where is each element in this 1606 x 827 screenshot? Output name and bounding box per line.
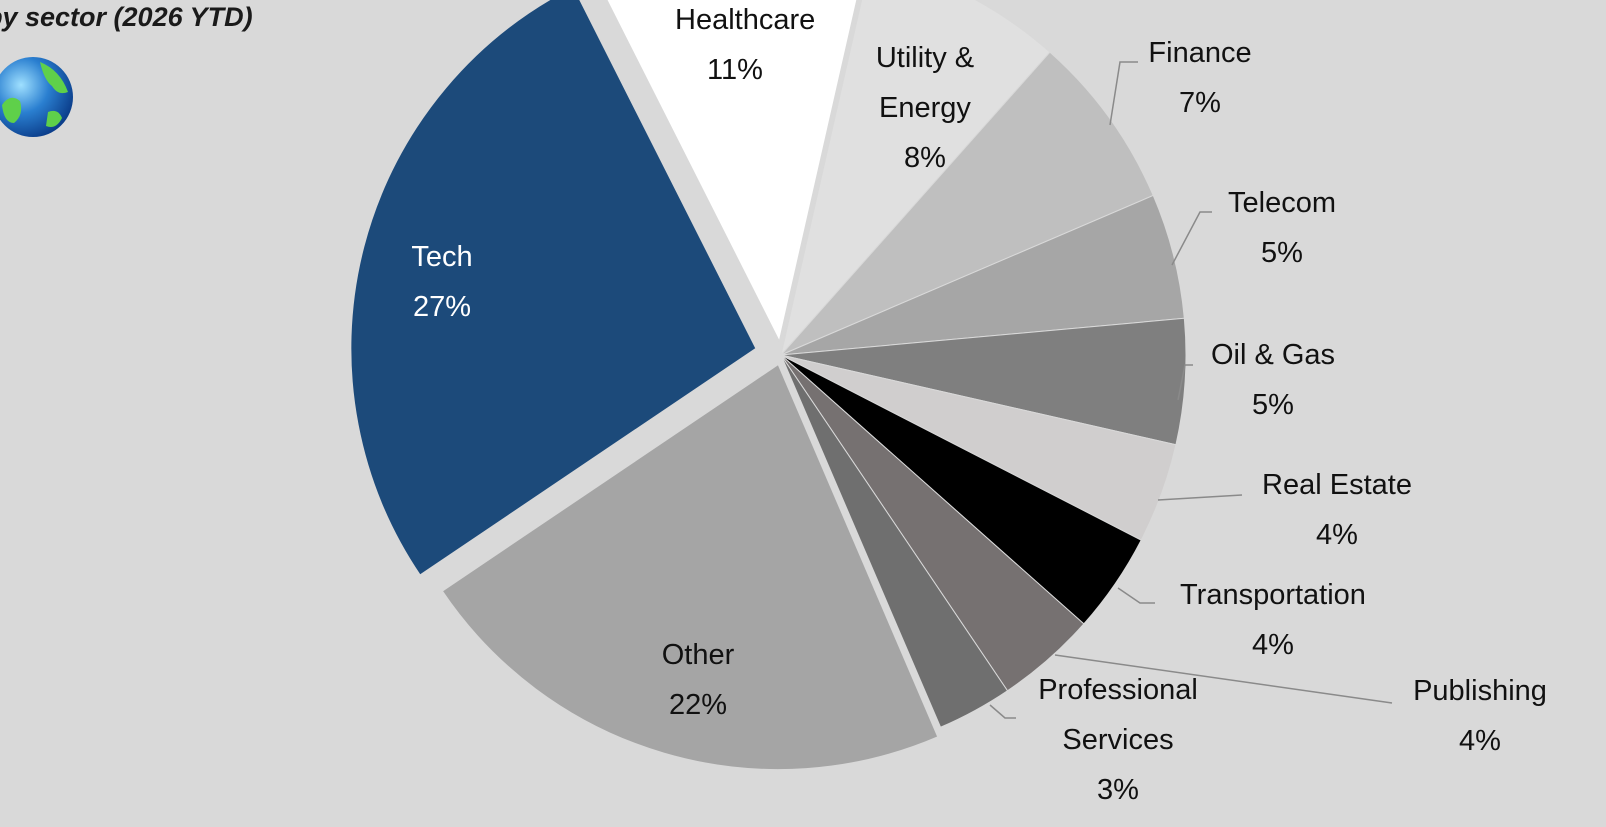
- leader-lines: [989, 61, 1393, 719]
- leader-line: [1177, 364, 1193, 401]
- pie-slice: [350, 0, 757, 576]
- value-label: 4%: [1252, 629, 1294, 661]
- data-label: Publishing 4%: [1390, 666, 1570, 766]
- category-label: Finance: [1148, 37, 1252, 69]
- data-label: Other 22%: [618, 630, 778, 730]
- data-label: Real Estate 4%: [1237, 460, 1437, 560]
- data-label: Tech 27%: [362, 232, 522, 332]
- leader-line: [1157, 494, 1243, 501]
- pie-slice: [780, 354, 1009, 728]
- value-label: 7%: [1179, 87, 1221, 119]
- globe-icon: [0, 57, 73, 137]
- pie: [350, 0, 1187, 771]
- pie-slice: [780, 51, 1154, 356]
- leader-line: [1171, 211, 1212, 266]
- value-label: 4%: [1459, 725, 1501, 757]
- data-label: Oil & Gas 5%: [1183, 330, 1363, 430]
- category-label: Other: [661, 639, 735, 671]
- value-label: 22%: [668, 689, 728, 721]
- value-label: 8%: [904, 142, 946, 174]
- category-label: Professional Services: [1038, 674, 1198, 756]
- leader-line: [1109, 61, 1138, 126]
- leader-line: [1054, 654, 1393, 704]
- data-label: Telecom 5%: [1202, 178, 1362, 278]
- leader-line: [989, 704, 1016, 719]
- data-label: Utility & Energy 8%: [850, 33, 1000, 183]
- category-label: Telecom: [1228, 187, 1336, 219]
- value-label: 5%: [1252, 389, 1294, 421]
- category-label: Healthcare: [675, 4, 816, 36]
- leader-line: [1117, 587, 1155, 604]
- data-label: Professional Services 3%: [1013, 665, 1223, 815]
- value-label: 4%: [1316, 519, 1358, 551]
- pie-slice: [606, 0, 858, 343]
- value-label: 27%: [412, 291, 472, 323]
- data-label: Finance 7%: [1120, 28, 1280, 128]
- category-label: Oil & Gas: [1210, 339, 1336, 371]
- data-label: Transportation 4%: [1143, 570, 1403, 670]
- chart-title: by sector (2026 YTD): [0, 2, 253, 32]
- value-label: 11%: [707, 54, 763, 86]
- category-label: Utility & Energy: [875, 42, 975, 124]
- category-label: Transportation: [1180, 579, 1366, 611]
- value-label: 5%: [1261, 237, 1303, 269]
- pie-slice: [780, 0, 1051, 356]
- value-label: 3%: [1097, 774, 1139, 806]
- category-label: Real Estate: [1262, 469, 1412, 501]
- pie-slice: [441, 363, 939, 771]
- data-label: Healthcare 11%: [675, 0, 816, 95]
- category-label: Tech: [411, 241, 473, 273]
- category-label: Publishing: [1413, 675, 1547, 707]
